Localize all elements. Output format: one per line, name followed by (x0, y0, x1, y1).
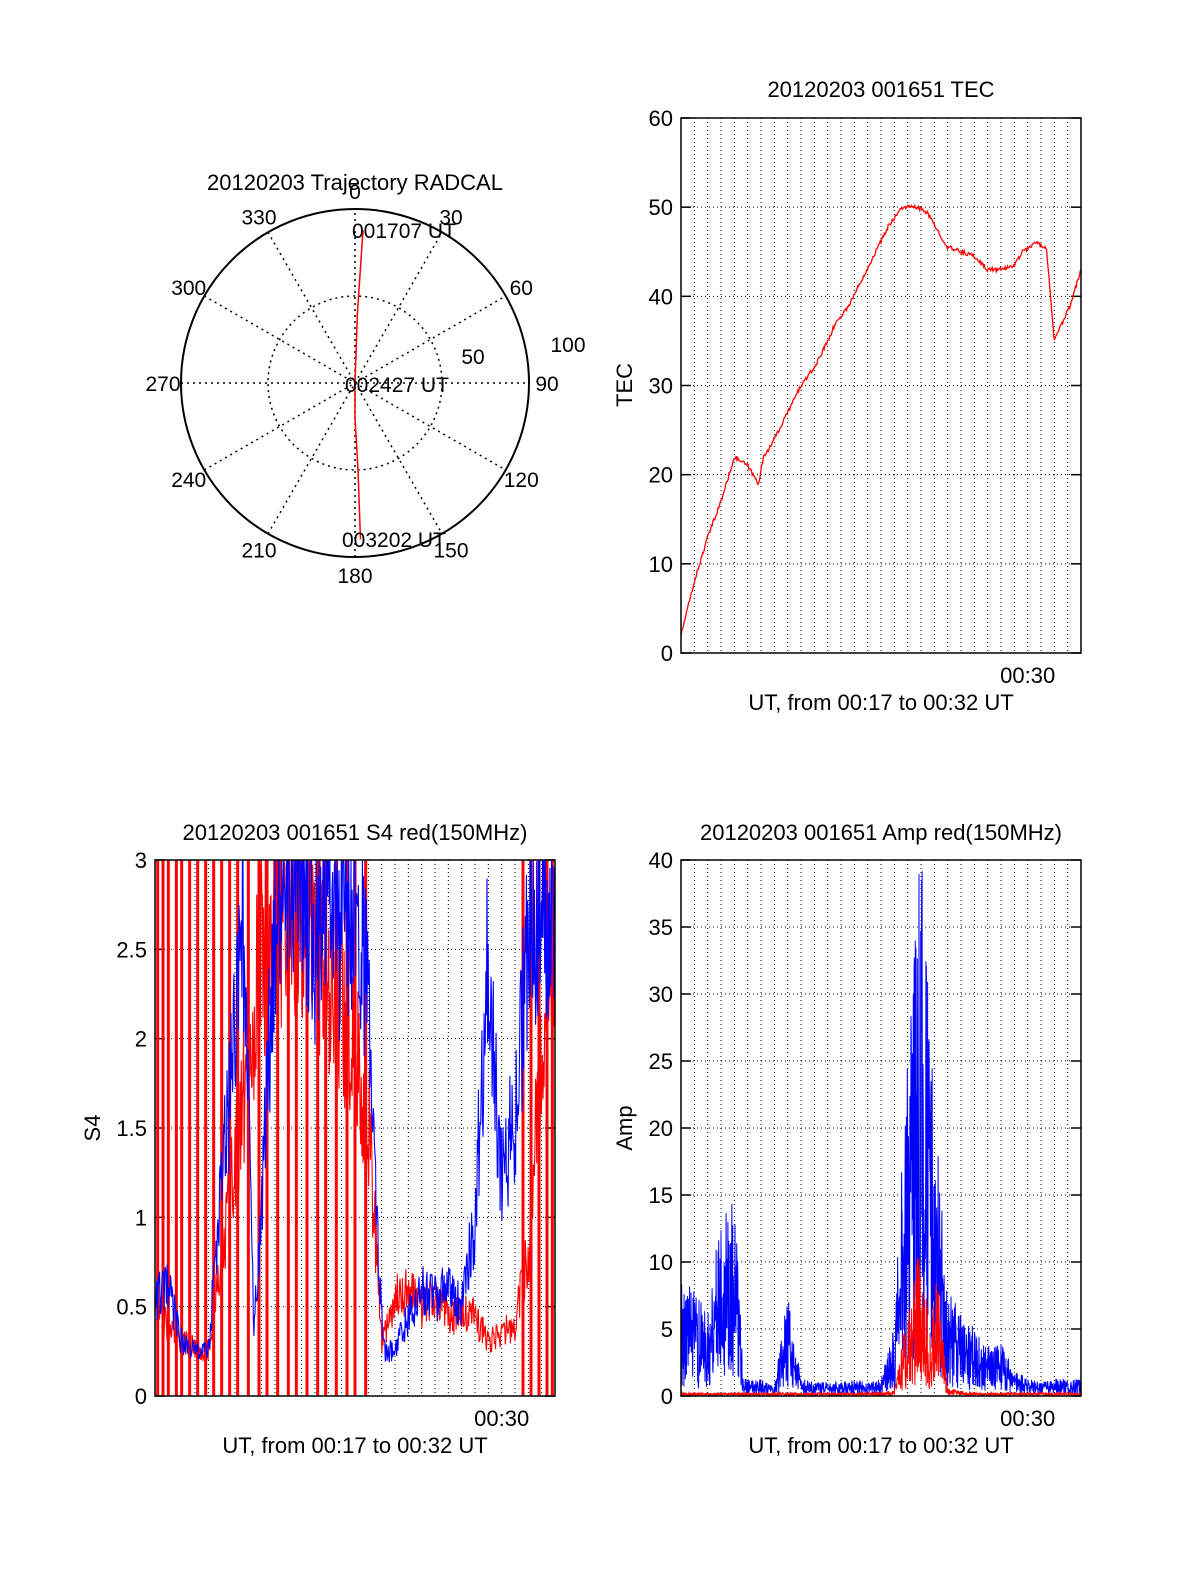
tec-title: 20120203 001651 TEC (767, 77, 994, 102)
polar-angle-label-300: 300 (171, 277, 206, 300)
s4-y-tick-label: 0 (135, 1384, 147, 1409)
polar-radius-label-100: 100 (550, 334, 585, 357)
polar-angle-label-180: 180 (337, 565, 372, 588)
s4-y-tick-label: 1 (135, 1205, 147, 1230)
tec-y-tick-label: 50 (649, 195, 673, 220)
amp-y-axis-label: Amp (612, 1105, 637, 1150)
tec-y-tick-label: 40 (649, 284, 673, 309)
polar-angle-label-210: 210 (241, 539, 276, 562)
amp-x-tick-label: 00:30 (1000, 1406, 1055, 1431)
polar-radius-label-50: 50 (461, 346, 484, 369)
s4-title: 20120203 001651 S4 red(150MHz) (183, 820, 528, 845)
amp-title: 20120203 001651 Amp red(150MHz) (700, 820, 1062, 845)
polar-angle-label-270: 270 (145, 373, 180, 396)
amp-panel: 20120203 001651 Amp red(150MHz) 0 5 10 15 20… (612, 820, 1082, 1458)
s4-y-tick-label: 2.5 (116, 937, 147, 962)
polar-angle-labels: 0 30 60 90 120 150 180 210 240 270 300 330 (145, 181, 558, 588)
polar-angle-label-60: 60 (510, 277, 533, 300)
polar-angle-label-90: 90 (535, 373, 558, 396)
tec-y-tick-label: 60 (649, 106, 673, 131)
amp-y-tick-label: 5 (661, 1317, 673, 1342)
amp-x-axis-label: UT, from 00:17 to 00:32 UT (748, 1433, 1013, 1458)
amp-y-tick-label: 30 (649, 982, 673, 1007)
s4-y-axis-label: S4 (80, 1115, 105, 1142)
tec-y-tick-label: 30 (649, 374, 673, 399)
s4-y-tick-labels: 0 0.5 1 1.5 2 2.5 3 (116, 848, 147, 1409)
amp-y-tick-label: 20 (649, 1116, 673, 1141)
amp-series (680, 871, 1082, 1398)
tec-series (680, 203, 1082, 637)
s4-y-tick-label: 3 (135, 848, 147, 873)
tec-x-axis-label: UT, from 00:17 to 00:32 UT (748, 690, 1013, 715)
polar-mid-time: 002427 UT (345, 374, 449, 397)
tec-y-tick-label: 0 (661, 641, 673, 666)
s4-y-tick-label: 0.5 (116, 1295, 147, 1320)
polar-start-time: 001707 UT (352, 220, 456, 243)
s4-panel: 20120203 001651 S4 red(150MHz) 0 0.5 1 1.5 2… (80, 820, 556, 1458)
polar-angle-label-30: 30 (439, 207, 462, 230)
amp-y-tick-label: 25 (649, 1049, 673, 1074)
amp-y-tick-label: 40 (649, 848, 673, 873)
polar-trajectory-line (354, 230, 364, 540)
amp-plot-frame (680, 859, 1082, 1397)
tec-y-tick-label: 20 (649, 463, 673, 488)
polar-angle-label-240: 240 (171, 469, 206, 492)
amp-series-line (680, 871, 1082, 1396)
s4-x-axis-label: UT, from 00:17 to 00:32 UT (222, 1433, 487, 1458)
amp-y-tick-label: 0 (661, 1384, 673, 1409)
tec-y-tick-labels: 0 10 20 30 40 50 60 (649, 106, 673, 666)
tec-x-tick-label: 00:30 (1000, 663, 1055, 688)
amp-y-tick-label: 10 (649, 1250, 673, 1275)
polar-panel: 20120203 Trajectory RADCAL 0 30 60 90 120 150… (145, 170, 585, 588)
amp-y-tick-labels: 0 5 10 15 20 25 30 35 40 (649, 848, 673, 1409)
polar-title: 20120203 Trajectory RADCAL (207, 170, 503, 195)
s4-plot-frame (154, 859, 556, 1397)
polar-angle-label-330: 330 (241, 207, 276, 230)
tec-y-tick-label: 10 (649, 552, 673, 577)
s4-series-line (154, 859, 556, 1362)
polar-angle-label-0: 0 (349, 181, 361, 204)
polar-end-time: 003202 UT (342, 529, 446, 552)
amp-grid (681, 859, 1081, 1397)
amp-y-tick-label: 35 (649, 915, 673, 940)
tec-plot-frame (680, 117, 1082, 654)
s4-y-tick-label: 2 (135, 1027, 147, 1052)
polar-angle-label-120: 120 (504, 469, 539, 492)
s4-y-tick-label: 1.5 (116, 1116, 147, 1141)
s4-x-tick-label: 00:30 (474, 1406, 529, 1431)
s4-series (154, 859, 556, 1396)
tec-series-line (680, 203, 1082, 637)
tec-y-axis-label: TEC (612, 363, 637, 407)
tec-grid (681, 117, 1081, 654)
polar-inner-ring (267, 295, 443, 471)
amp-series-line (680, 1257, 1082, 1398)
polar-angle-label-150: 150 (433, 539, 468, 562)
amp-y-tick-label: 15 (649, 1183, 673, 1208)
